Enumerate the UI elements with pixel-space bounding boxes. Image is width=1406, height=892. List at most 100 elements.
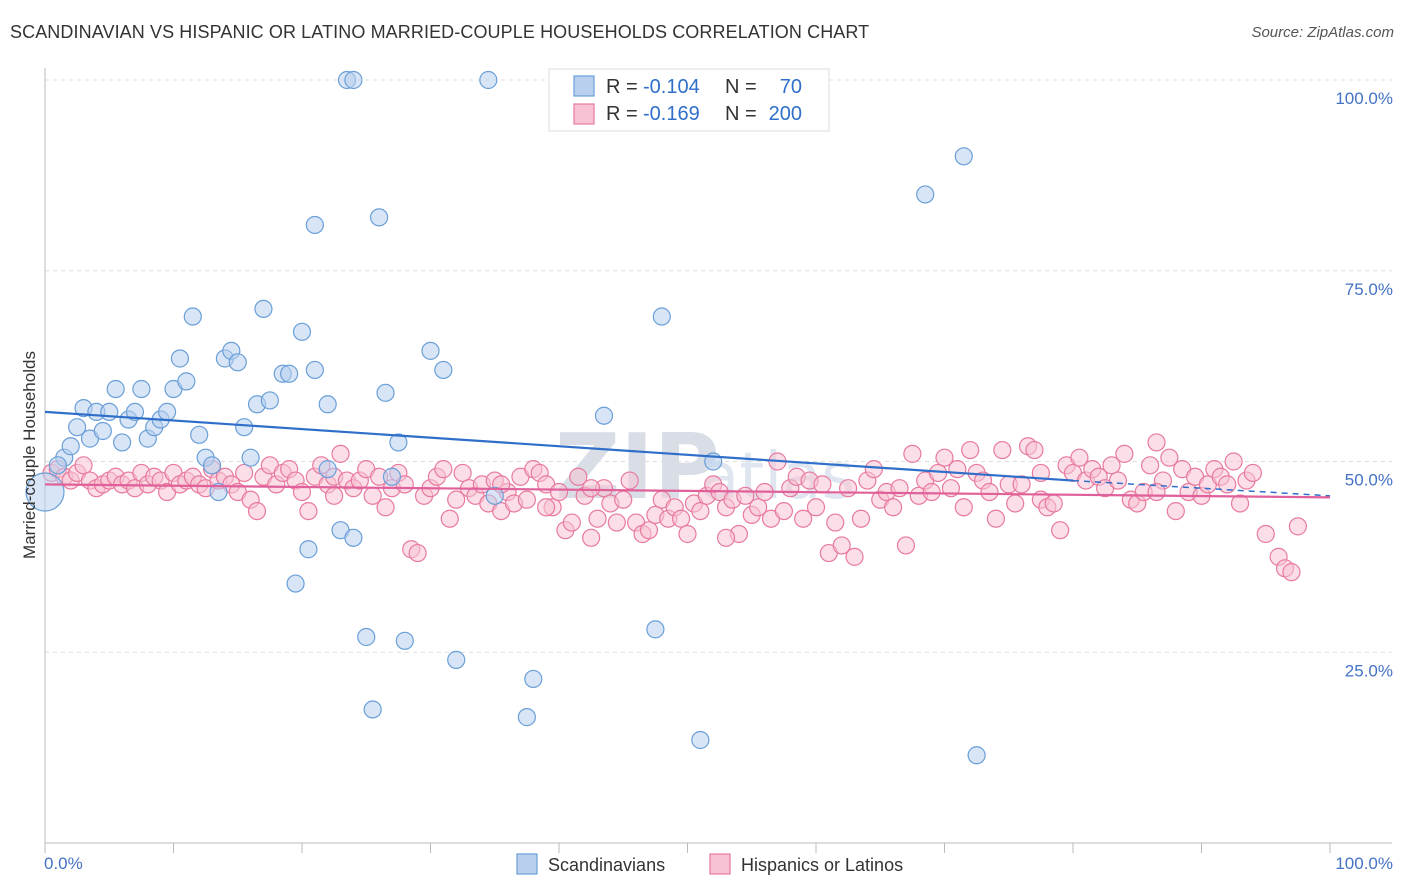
y-tick-label-2: 50.0% [1345, 471, 1393, 490]
hispanic-point-81 [562, 513, 581, 532]
hispanic-point-160 [1070, 448, 1089, 467]
legend-r-label-2: R = [606, 103, 638, 125]
hispanic-point-157 [1051, 521, 1070, 540]
hispanic-point-57 [408, 543, 427, 563]
scandinavian-point-13 [125, 402, 145, 422]
y-axis-label: Married-couple Households [20, 351, 39, 559]
hispanic-point-174 [1160, 448, 1179, 467]
hispanic-point-175 [1166, 501, 1185, 521]
series-legend-label-hispanics: Hispanics or Latinos [741, 855, 903, 875]
hispanic-point-139 [935, 448, 954, 467]
legend-n-label-2: N = [725, 103, 757, 125]
hispanic-point-128 [864, 460, 883, 479]
scandinavian-point-60 [517, 708, 536, 727]
series-legend-label-scandinavians: Scandinavians [548, 855, 665, 875]
scandinavian-point-52 [382, 467, 402, 486]
hispanic-point-61 [434, 460, 453, 479]
y-tick-label-3: 25.0% [1345, 661, 1393, 680]
hispanic-point-188 [1256, 524, 1275, 544]
series-legend-swatch-scandinavians [516, 853, 538, 875]
chart-title: SCANDINAVIAN VS HISPANIC OR LATINO MARRI… [10, 22, 870, 42]
scandinavian-point-42 [318, 395, 337, 414]
hispanic-point-122 [826, 513, 845, 532]
hispanic-point-193 [582, 479, 601, 498]
scandinavian-point-14 [132, 379, 151, 399]
hispanic-point-84 [582, 528, 601, 547]
legend-r-label-1: R = [606, 76, 638, 98]
scandinavian-point-51 [376, 383, 395, 402]
legend-swatch-scandinavians [573, 75, 595, 97]
hispanic-point-184 [1224, 452, 1243, 471]
scandinavian-point-37 [286, 574, 305, 593]
hispanic-point-142 [954, 498, 973, 517]
scandinavian-point-11 [112, 433, 132, 452]
hispanic-point-85 [588, 509, 607, 528]
hispanic-point-133 [896, 536, 916, 555]
scandinavian-point-68 [954, 147, 973, 166]
hispanic-point-40 [299, 501, 318, 521]
scandinavian-point-49 [363, 700, 382, 719]
scandinavian-point-67 [916, 185, 935, 204]
y-tick-labels: 100.0% 75.0% 50.0% 25.0% [1335, 89, 1393, 680]
scandinavian-point-31 [241, 448, 260, 467]
scandinavian-point-22 [183, 307, 202, 326]
hispanic-point-150 [1006, 494, 1025, 513]
legend-n-value-1: 70 [780, 76, 802, 98]
scandinavian-point-43 [318, 460, 337, 479]
scandinavian-point-33 [254, 299, 273, 318]
hispanic-point-165 [1102, 456, 1121, 475]
hispanic-point-191 [1282, 563, 1301, 582]
hispanic-point-123 [832, 536, 851, 555]
hispanic-point-64 [453, 463, 472, 483]
hispanic-point-125 [845, 547, 864, 566]
axes [44, 68, 1392, 853]
scandinavian-point-69 [967, 746, 986, 765]
hispanic-point-117 [794, 509, 813, 528]
hispanic-point-167 [1115, 444, 1134, 463]
scandinavian-point-3 [48, 456, 67, 475]
hispanic-point-120 [813, 475, 832, 494]
hispanic-point-101 [691, 501, 710, 521]
scandinavian-point-48 [357, 627, 376, 647]
hispanic-point-32 [247, 501, 267, 521]
scandinavian-point-2 [61, 437, 80, 456]
scandinavian-point-39 [299, 540, 318, 559]
hispanic-point-74 [517, 490, 536, 509]
hispanic-point-195 [325, 486, 344, 505]
scandinavian-point-53 [389, 433, 408, 452]
hispanic-point-79 [549, 482, 569, 502]
scandinavian-point-10 [106, 379, 125, 399]
hispanic-point-82 [569, 467, 588, 486]
x-tick-label-left: 0.0% [44, 854, 83, 873]
hispanic-point-30 [235, 463, 254, 483]
hispanic-point-131 [883, 498, 903, 517]
source-label: Source: ZipAtlas.com [1251, 24, 1394, 41]
legend-n-value-2: 200 [769, 103, 802, 125]
scandinavian-point-63 [646, 620, 665, 639]
hispanic-point-196 [537, 498, 556, 517]
hispanic-point-45 [331, 444, 350, 463]
stats-legend: R = -0.104 N = 70 R = -0.169 N = 200 [548, 68, 830, 132]
hispanic-point-5 [74, 456, 93, 475]
scandinavian-point-29 [228, 353, 247, 372]
scandinavian-point-38 [292, 322, 312, 341]
hispanic-trend-line [44, 483, 1331, 499]
scandinavian-point-41 [305, 215, 324, 235]
hispanic-point-52 [376, 498, 395, 517]
legend-n-label-1: N = [725, 76, 757, 98]
hispanic-point-119 [806, 498, 826, 517]
scandinavian-point-50 [370, 208, 389, 227]
scandinavian-point-59 [485, 486, 504, 505]
hispanic-point-141 [948, 460, 967, 479]
series-legend-swatch-hispanics [709, 853, 731, 875]
scandinavian-point-4 [68, 418, 87, 437]
hispanic-point-62 [440, 509, 459, 528]
scandinavian-point-55 [421, 341, 440, 360]
hispanic-point-124 [839, 479, 858, 498]
hispanic-point-183 [1218, 475, 1237, 494]
scandinavian-point-47 [344, 528, 363, 547]
scandinavian-point-65 [691, 730, 710, 750]
scandinavian-point-61 [524, 669, 543, 689]
series-legend: Scandinavians Hispanics or Latinos [516, 853, 903, 875]
scandinavian-point-26 [209, 482, 228, 502]
